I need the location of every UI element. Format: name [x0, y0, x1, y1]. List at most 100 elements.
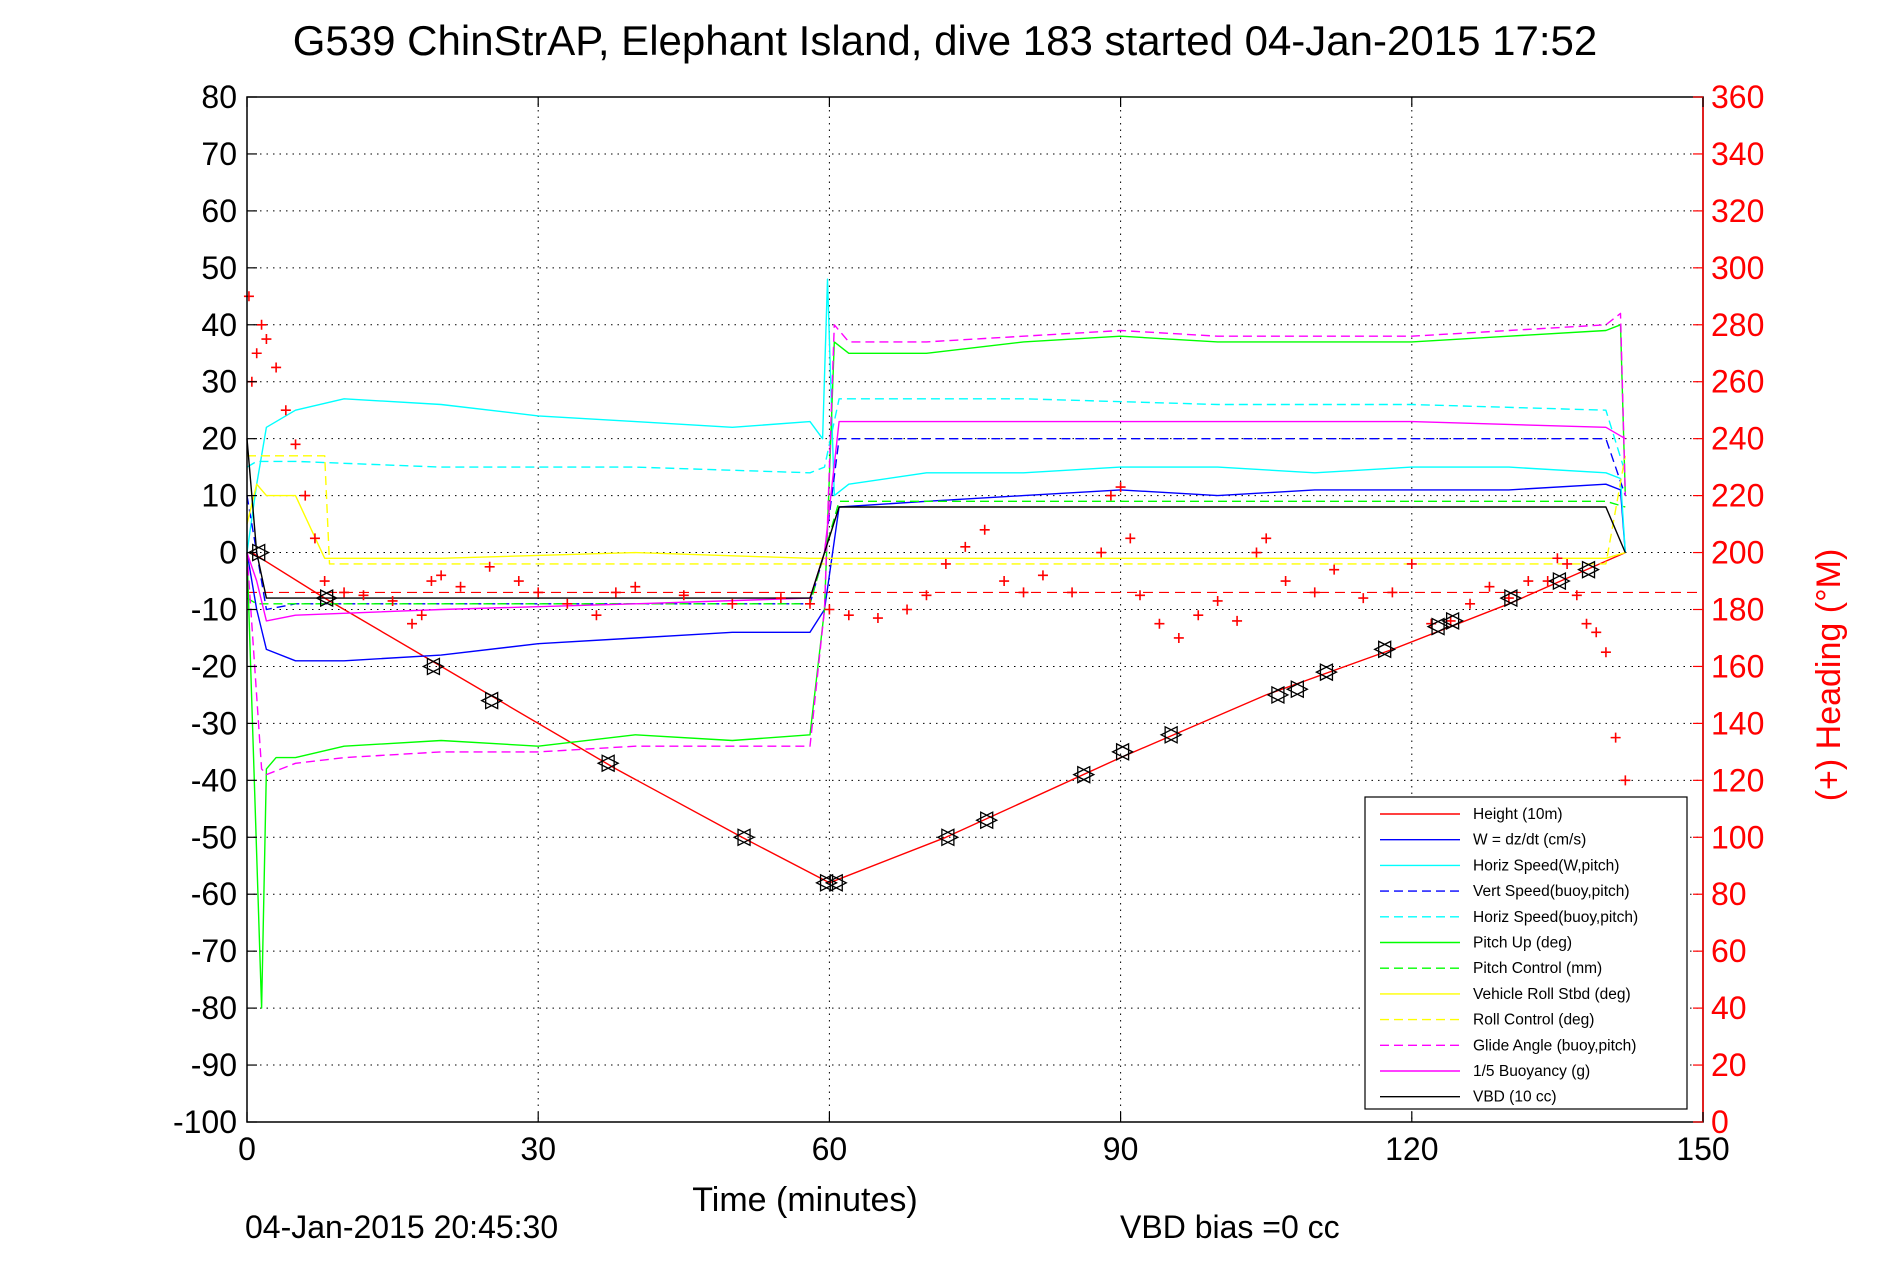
triangle-marker	[426, 657, 445, 676]
triangle-marker	[1499, 589, 1518, 608]
y-tick-label: -100	[173, 1104, 237, 1140]
triangle-marker	[1504, 589, 1523, 608]
heading-point	[280, 405, 291, 416]
series-line-9	[246, 312, 1626, 776]
y-right-tick-label: 260	[1711, 364, 1764, 400]
legend-label: Vert Speed(buoy,pitch)	[1473, 883, 1630, 900]
y-tick-label: -20	[191, 648, 237, 684]
y-right-tick-label: 360	[1711, 79, 1764, 115]
legend-label: Height (10m)	[1473, 806, 1563, 823]
triangle-marker	[421, 657, 441, 676]
triangle-markers	[247, 543, 1600, 892]
heading-point	[387, 595, 398, 606]
y-tick-label: 40	[201, 307, 237, 343]
heading-point	[1018, 587, 1029, 598]
heading-point	[309, 533, 320, 544]
footer-timestamp: 04-Jan-2015 20:45:30	[245, 1209, 558, 1245]
heading-point	[358, 590, 369, 601]
y-tick-label: 50	[201, 250, 237, 286]
heading-point	[678, 590, 689, 601]
heading-point	[591, 610, 602, 621]
heading-point	[1280, 576, 1291, 587]
heading-point	[1037, 570, 1048, 581]
triangle-marker	[824, 873, 843, 892]
heading-point	[1484, 581, 1495, 592]
triangle-marker	[1314, 663, 1334, 682]
triangle-marker	[1159, 725, 1178, 744]
triangle-marker	[1290, 680, 1309, 699]
x-tick-label: 120	[1385, 1131, 1438, 1167]
heading-point	[775, 593, 786, 604]
y-tick-label: 10	[201, 478, 237, 514]
x-axis-ticks: 0 30 60 90 120 150	[238, 97, 1730, 1167]
y-right-tick-label: 180	[1711, 592, 1764, 628]
heading-point	[484, 561, 495, 572]
heading-point	[251, 348, 262, 359]
triangle-marker	[1577, 560, 1596, 579]
triangle-marker	[1072, 765, 1091, 784]
triangle-marker	[936, 828, 955, 847]
heading-point	[300, 490, 311, 501]
heading-point	[1251, 547, 1262, 558]
triangle-marker	[1266, 685, 1285, 704]
y-tick-label: 20	[201, 421, 237, 457]
heading-point	[1125, 533, 1136, 544]
heading-point	[1581, 618, 1592, 629]
triangle-marker	[596, 754, 615, 773]
heading-point	[843, 610, 854, 621]
legend-label: Roll Control (deg)	[1473, 1012, 1594, 1029]
heading-point	[902, 604, 913, 615]
heading-point	[455, 581, 466, 592]
heading-point	[1620, 775, 1631, 786]
heading-point	[513, 576, 524, 587]
heading-point	[1591, 627, 1602, 638]
y-tick-label: -90	[191, 1047, 237, 1083]
heading-point	[1115, 482, 1126, 493]
grid-lines	[247, 97, 1703, 1122]
y-tick-label: 70	[201, 136, 237, 172]
heading-point	[1329, 564, 1340, 575]
y-right-tick-label: 100	[1711, 819, 1764, 855]
heading-point	[1610, 732, 1621, 743]
legend-label: VBD (10 cc)	[1473, 1089, 1557, 1106]
heading-point	[562, 598, 573, 609]
heading-point	[426, 576, 437, 587]
legend-label: Horiz Speed(W,pitch)	[1473, 857, 1619, 874]
y-right-tick-label: 140	[1711, 705, 1764, 741]
y-tick-label: 30	[201, 364, 237, 400]
y-right-tick-label: 240	[1711, 421, 1764, 457]
series-line-2	[246, 278, 1626, 553]
triangle-marker	[1115, 742, 1135, 761]
triangle-marker	[1271, 685, 1290, 704]
y-tick-label: -10	[191, 592, 237, 628]
y-tick-label: -70	[191, 933, 237, 969]
heading-point	[1406, 558, 1417, 569]
heading-point	[261, 334, 272, 345]
heading-point	[1552, 553, 1563, 564]
heading-point	[1193, 610, 1204, 621]
heading-point	[1309, 587, 1320, 598]
triangle-marker	[975, 811, 994, 830]
chart-title: G539 ChinStrAP, Elephant Island, dive 18…	[293, 17, 1597, 64]
y-right-tick-label: 40	[1711, 990, 1747, 1026]
y-right-tick-label: 0	[1711, 1104, 1729, 1140]
heading-point	[1358, 593, 1369, 604]
heading-point	[1096, 547, 1107, 558]
triangle-marker	[819, 873, 839, 892]
x-tick-label: 90	[1103, 1131, 1139, 1167]
heading-point	[339, 587, 350, 598]
heading-point	[290, 439, 301, 450]
heading-point	[256, 319, 267, 330]
heading-point	[1067, 587, 1078, 598]
heading-point	[999, 576, 1010, 587]
legend-label: Vehicle Roll Stbd (deg)	[1473, 986, 1631, 1003]
heading-point	[824, 604, 835, 615]
triangle-marker	[980, 811, 999, 830]
y-right-tick-label: 220	[1711, 478, 1764, 514]
triangle-marker	[1378, 640, 1397, 659]
x-tick-label: 60	[812, 1131, 848, 1167]
triangle-marker	[601, 754, 620, 773]
heading-point	[727, 598, 738, 609]
heading-point	[243, 291, 254, 302]
series-line-4	[246, 398, 1626, 474]
